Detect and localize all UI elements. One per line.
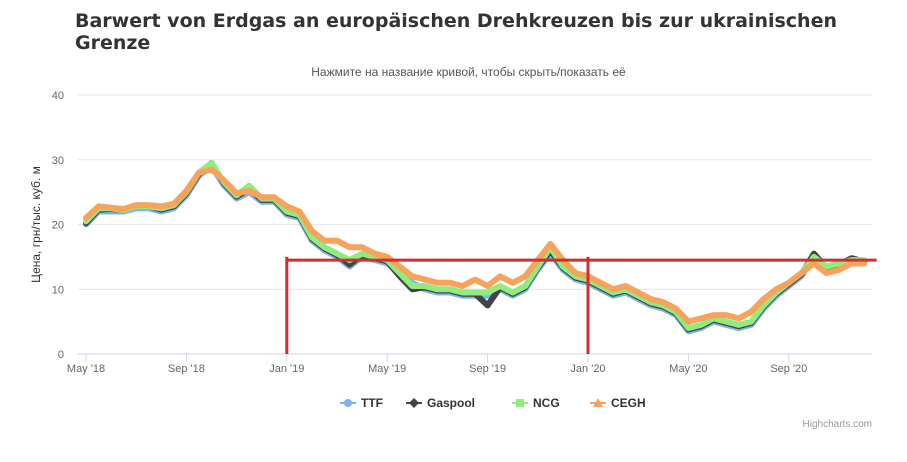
- series-line-cegh[interactable]: [83, 166, 868, 325]
- y-tick-label: 40: [52, 90, 64, 102]
- legend-item-ttf[interactable]: TTF: [340, 396, 383, 410]
- diamond-icon: [409, 398, 419, 408]
- credits-link[interactable]: Highcharts.com: [803, 419, 872, 430]
- y-tick-label: 30: [52, 155, 64, 167]
- triangle-icon: [593, 398, 603, 407]
- legend: TTF Gaspool NCG CEGH: [340, 396, 646, 410]
- x-tick-label: Jan '20: [570, 363, 605, 375]
- legend-label: TTF: [361, 396, 383, 410]
- chart-subtitle: Нажмите на название кривой, чтобы скрыть…: [311, 65, 626, 79]
- square-icon: [516, 399, 524, 407]
- series-line-ncg[interactable]: [83, 160, 868, 332]
- circle-icon: [344, 399, 352, 407]
- legend-label: CEGH: [611, 396, 646, 410]
- x-tick-label: Sep '19: [469, 363, 506, 375]
- x-tick-label: May '19: [368, 363, 406, 375]
- legend-item-gaspool[interactable]: Gaspool: [406, 396, 475, 410]
- series-line-ttf[interactable]: [83, 163, 868, 335]
- x-tick-label: Sep '18: [168, 363, 205, 375]
- y-tick-label: 10: [52, 284, 64, 296]
- chart-title: Barwert von Erdgas an europäischen Drehk…: [75, 10, 837, 54]
- x-tick-label: Sep '20: [770, 363, 807, 375]
- x-tick-label: May '18: [67, 363, 105, 375]
- legend-label: NCG: [533, 396, 560, 410]
- legend-label: Gaspool: [427, 396, 475, 410]
- y-tick-label: 20: [52, 220, 64, 232]
- y-axis-ticks: 0 10 20 30 40: [52, 90, 64, 361]
- x-tick-label: Jan '19: [269, 363, 304, 375]
- x-tick-label: May '20: [669, 363, 707, 375]
- legend-item-cegh[interactable]: CEGH: [590, 396, 646, 410]
- y-axis-label: Цена, грн/тыс. куб. м: [29, 166, 43, 283]
- series-group: [83, 160, 868, 335]
- x-axis: May '18 Sep '18 Jan '19 May '19 Sep '19 Jan '…: [67, 353, 872, 375]
- legend-item-ncg[interactable]: NCG: [512, 396, 560, 410]
- annotation-lines: [285, 256, 877, 354]
- y-tick-label: 0: [58, 349, 64, 361]
- series-line-gaspool[interactable]: [83, 160, 868, 333]
